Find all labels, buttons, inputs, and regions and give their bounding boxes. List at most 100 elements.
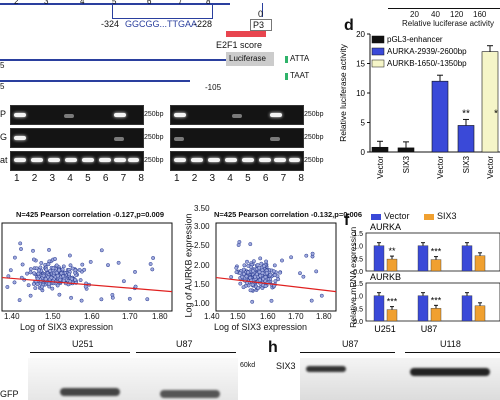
lane-number: 5 (245, 173, 251, 184)
scatter-point (47, 247, 51, 252)
taat-label: TAAT (290, 71, 310, 80)
gel-band (242, 158, 254, 162)
label-u87: U87 (176, 339, 193, 349)
bar (373, 295, 385, 322)
label-u87b: U87 (342, 339, 359, 349)
scatter-point (73, 268, 78, 273)
bar (386, 309, 398, 322)
scatter-point (310, 251, 315, 256)
scatter-point (82, 267, 87, 272)
y-tick-label: 1.5 (353, 231, 363, 238)
legend-vector-swatch (371, 214, 381, 220)
scatter-point (268, 272, 273, 277)
x-tick: 1.80 (316, 312, 332, 321)
top-axis-tick: 160 (473, 10, 487, 19)
gel-band (174, 158, 186, 162)
size-label: 250bp (144, 157, 164, 164)
u87-line (136, 352, 236, 353)
row-label-at: at (0, 155, 8, 165)
scatter-point (273, 279, 278, 284)
lane-number: 2 (191, 173, 198, 184)
panel-letter-h: h (268, 339, 278, 356)
scatter-point (301, 274, 306, 279)
gel-band (31, 158, 43, 162)
western-blot-right (300, 358, 500, 400)
scatter-point (67, 272, 72, 277)
y-tick-label: 20 (356, 30, 365, 39)
scatter-point (77, 268, 82, 272)
subplot-title: AURKB (370, 272, 401, 282)
scatter-point (99, 248, 104, 253)
scatter-point (272, 273, 277, 278)
legend-six3-swatch (424, 214, 434, 220)
scatter-point (246, 270, 250, 275)
y-tick-label: 0.5 (353, 306, 363, 313)
size-label: 250bp (144, 111, 164, 118)
gel-band (289, 158, 300, 162)
scatter-point (251, 259, 256, 264)
scatter-point (20, 262, 25, 267)
panel-d: 20 40 120 160 Relative luciferase activi… (330, 0, 500, 200)
scatter-point (58, 277, 63, 282)
gel-band (114, 113, 126, 117)
scatter-point (83, 284, 88, 289)
scatter-point (309, 298, 314, 303)
bar (373, 245, 385, 272)
y-tick: 3.00 (194, 222, 210, 231)
x-tick: 1.80 (152, 312, 168, 321)
scatter-point (59, 271, 64, 276)
label-gfp: GFP (0, 389, 19, 399)
panel-e1-scatter: N=425 Pearson correlation -0.127,p=0.009… (0, 205, 175, 332)
western-band (410, 368, 490, 376)
lane-number: 3 (49, 173, 56, 184)
chip-gel-panel: P G at 250bp 250bp 250bp 250bp 250bp 250… (0, 100, 330, 192)
scatter-point (78, 278, 83, 283)
y-tick-label: 10 (356, 89, 365, 98)
label-five-b: 5 (0, 82, 5, 91)
y-tick-label: 0.0 (353, 319, 363, 326)
bar (417, 245, 429, 272)
y-tick-label: 1.0 (353, 294, 363, 301)
gel-band (114, 158, 126, 162)
scatter-point (262, 264, 266, 269)
scatter-point (269, 298, 274, 303)
scatter-point (55, 273, 60, 278)
position-right: -228 (194, 19, 213, 29)
scatter-point (17, 298, 22, 303)
significance-mark: *** (431, 247, 442, 257)
lane-numbers-left: 1 2 3 4 5 6 7 8 (14, 173, 144, 184)
scatter-point (257, 270, 262, 275)
y-tick-label: 0.5 (353, 256, 363, 263)
bracket-line (112, 5, 113, 19)
scatter-point (264, 259, 269, 264)
luciferase-box (226, 52, 274, 66)
significance-mark: ** (462, 108, 470, 119)
gel-band (191, 158, 203, 162)
x-axis-label: Log of SIX3 expression (214, 322, 308, 332)
scatter-point (5, 285, 10, 289)
plot-frame (215, 222, 337, 312)
scatter-stats: N=425 Pearson correlation -0.132,p=0.006 (214, 210, 362, 219)
scatter-point (234, 270, 239, 275)
x-tick: 1.50 (230, 312, 246, 321)
panel-letter-f: f (344, 212, 350, 229)
bar (417, 295, 429, 322)
scatter-point (70, 266, 75, 271)
atta-marker-icon (285, 56, 288, 63)
p3-label: P3 (253, 20, 265, 30)
panel-e2-scatter: Log of AURKB expression N=425 Pearson co… (178, 205, 363, 335)
gel-left-row1 (10, 105, 144, 125)
scatter-point (271, 269, 276, 274)
luciferase-label: Luciferase (229, 54, 266, 63)
scatter-point (276, 277, 281, 282)
u87b-line (300, 352, 395, 353)
regression-line (215, 276, 337, 293)
gel-band (64, 114, 74, 118)
scatter-point (238, 271, 243, 275)
x-tick-label: U251 (374, 324, 396, 334)
bar (430, 259, 442, 272)
gel-left-row3 (10, 151, 144, 171)
lane-number: 4 (227, 173, 233, 184)
gel-right-row3 (170, 151, 304, 171)
scatter-point (258, 273, 263, 278)
